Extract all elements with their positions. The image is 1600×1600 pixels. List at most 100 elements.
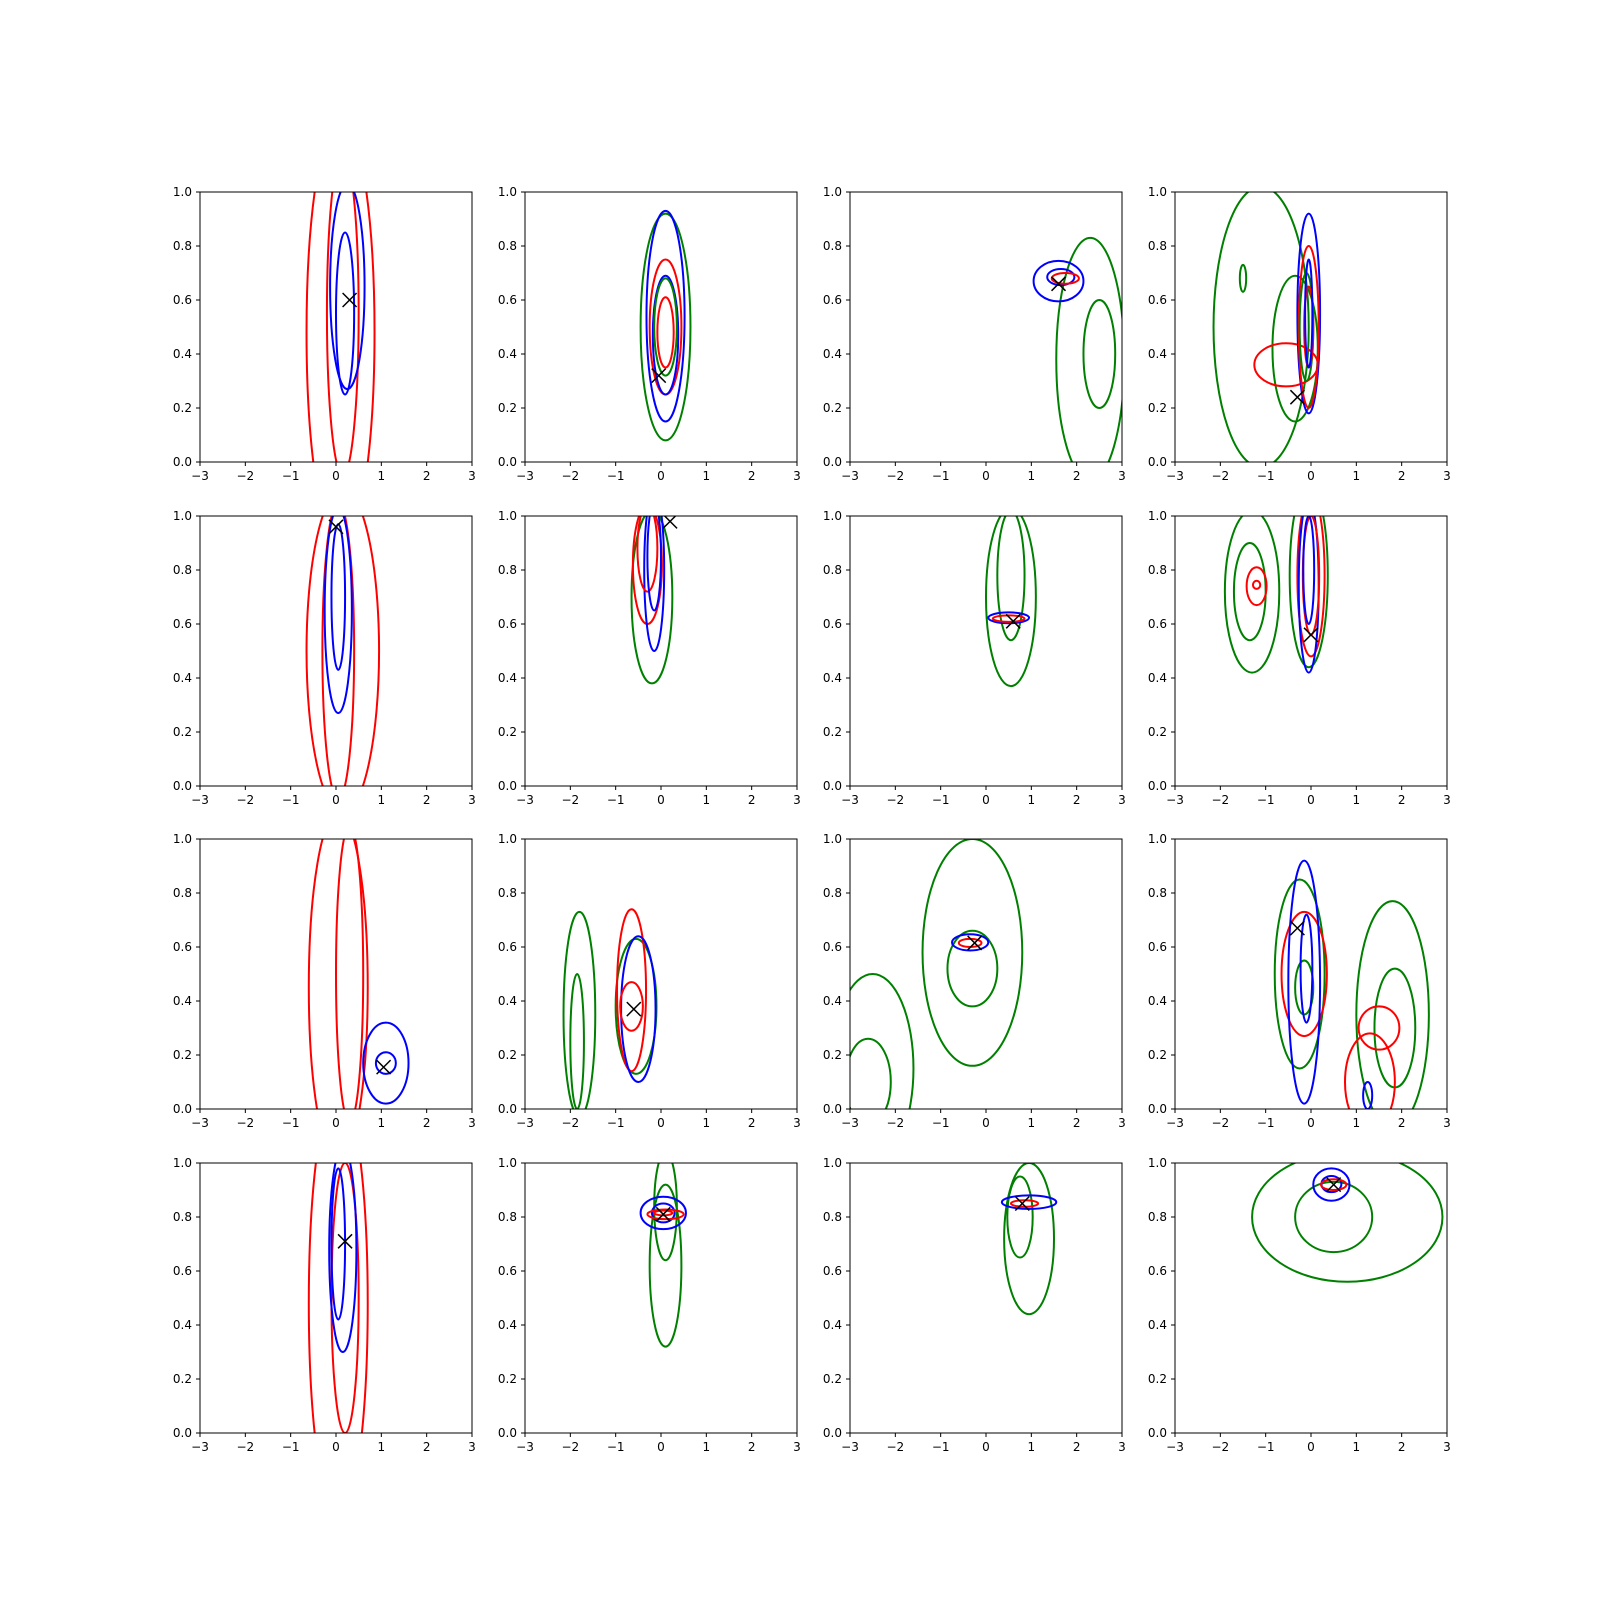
x-tick-label: −1	[1257, 1116, 1275, 1130]
red-contour-line	[1357, 1005, 1401, 1051]
y-tick-label: 1.0	[1148, 509, 1167, 523]
x-tick-label: −3	[841, 469, 859, 483]
y-tick-label: 1.0	[173, 185, 192, 199]
x-tick-label: −1	[607, 469, 625, 483]
blue-contour-line	[650, 1202, 676, 1224]
y-tick-label: 0.2	[823, 1048, 842, 1062]
blue-contour-line	[1296, 212, 1322, 415]
x-marker	[1303, 627, 1319, 643]
x-tick-label: 0	[332, 793, 340, 807]
x-tick-label: −2	[1211, 469, 1229, 483]
blue-contour-line	[987, 611, 1031, 625]
x-tick-label: 0	[982, 1116, 990, 1130]
green-contour-line	[1288, 516, 1329, 669]
y-tick-label: 0.4	[823, 994, 842, 1008]
y-tick-label: 1.0	[498, 185, 517, 199]
x-tick-label: −1	[932, 1116, 950, 1130]
x-tick-label: −3	[1166, 1440, 1184, 1454]
contour-group	[985, 516, 1037, 688]
green-contour-line	[850, 973, 915, 1109]
x-tick-label: 0	[332, 1116, 340, 1130]
subplot-3-0: −3 −2 −1 0 1 2 3 0.0 0.2 0.4 0.6 0.8 1.0	[173, 1156, 476, 1454]
y-tick-label: 0.8	[498, 1210, 517, 1224]
x-tick-label: −1	[282, 793, 300, 807]
x-tick-label: 1	[378, 1440, 386, 1454]
x-tick-label: 3	[468, 1440, 476, 1454]
x-tick-label: −3	[516, 469, 534, 483]
x-tick-label: 1	[378, 469, 386, 483]
blue-contour-line	[330, 1167, 347, 1321]
blue-contour-line	[335, 231, 356, 396]
x-tick-label: −2	[236, 469, 254, 483]
green-contour-line	[946, 929, 999, 1008]
green-contour-line	[1251, 1163, 1444, 1283]
x-marker	[342, 292, 358, 308]
green-contour-line	[639, 212, 692, 442]
blue-contour-line	[329, 192, 366, 391]
x-tick-label: 0	[982, 1440, 990, 1454]
y-tick-label: 0.4	[1148, 1318, 1167, 1332]
blue-contour-line	[328, 1163, 358, 1353]
blue-contour-line	[639, 1195, 687, 1231]
y-tick-label: 0.8	[823, 886, 842, 900]
y-tick-label: 1.0	[1148, 1156, 1167, 1170]
x-tick-label: 0	[1307, 793, 1315, 807]
y-tick-label: 0.0	[1148, 1102, 1167, 1116]
y-tick-label: 0.8	[498, 239, 517, 253]
blue-contour-line	[1000, 1194, 1058, 1210]
green-contour-line	[1082, 299, 1117, 409]
red-contour-line	[307, 839, 369, 1109]
green-contour-line	[985, 516, 1037, 688]
x-tick-label: 1	[703, 793, 711, 807]
plot-background	[850, 839, 1122, 1109]
y-tick-label: 0.4	[1148, 347, 1167, 361]
y-tick-label: 0.2	[823, 401, 842, 415]
x-tick-label: −3	[841, 1116, 859, 1130]
x-tick-label: −2	[236, 1440, 254, 1454]
y-tick-label: 1.0	[498, 509, 517, 523]
red-contour-line	[335, 839, 365, 1109]
x-tick-label: 1	[1353, 793, 1361, 807]
y-tick-label: 0.0	[1148, 779, 1167, 793]
x-tick-label: 3	[793, 1116, 801, 1130]
green-contour-line	[1294, 1180, 1374, 1254]
x-tick-label: −3	[516, 1116, 534, 1130]
x-marker	[967, 935, 983, 951]
y-tick-label: 0.6	[173, 1264, 192, 1278]
x-tick-label: −3	[191, 469, 209, 483]
x-tick-label: −3	[191, 1440, 209, 1454]
subplot-0-1: −3 −2 −1 0 1 2 3 0.0 0.2 0.4 0.6 0.8 1.0	[498, 185, 801, 483]
y-tick-label: 0.0	[498, 1426, 517, 1440]
red-contour-line	[325, 192, 360, 462]
y-tick-label: 0.8	[823, 239, 842, 253]
x-tick-label: −1	[1257, 469, 1275, 483]
y-tick-label: 0.8	[173, 563, 192, 577]
x-tick-label: −2	[1211, 1440, 1229, 1454]
blue-contour-line	[1362, 1081, 1374, 1109]
x-tick-label: 0	[332, 469, 340, 483]
y-tick-label: 0.0	[173, 1426, 192, 1440]
blue-contour-line	[643, 516, 666, 652]
plot-background	[525, 192, 797, 462]
y-tick-label: 0.2	[173, 401, 192, 415]
x-tick-label: 2	[748, 793, 756, 807]
x-tick-label: 2	[1398, 1116, 1406, 1130]
red-contour-line	[646, 1208, 685, 1221]
x-tick-label: 2	[1398, 469, 1406, 483]
x-tick-label: −3	[841, 1440, 859, 1454]
y-tick-label: 0.8	[173, 1210, 192, 1224]
green-contour-line	[1006, 1175, 1034, 1259]
x-tick-label: 3	[1443, 469, 1451, 483]
green-contour-line	[1003, 1163, 1055, 1316]
x-tick-label: −2	[236, 1116, 254, 1130]
blue-contour-line	[1299, 913, 1314, 1024]
x-tick-label: 2	[423, 1116, 431, 1130]
x-tick-label: 0	[657, 1116, 665, 1130]
x-marker	[626, 1001, 642, 1017]
blue-contour-line	[1287, 859, 1322, 1105]
y-tick-label: 1.0	[823, 185, 842, 199]
plot-background	[1175, 192, 1447, 462]
x-marker	[1289, 920, 1305, 936]
plot-background	[850, 1163, 1122, 1433]
green-contour-line	[996, 516, 1026, 642]
